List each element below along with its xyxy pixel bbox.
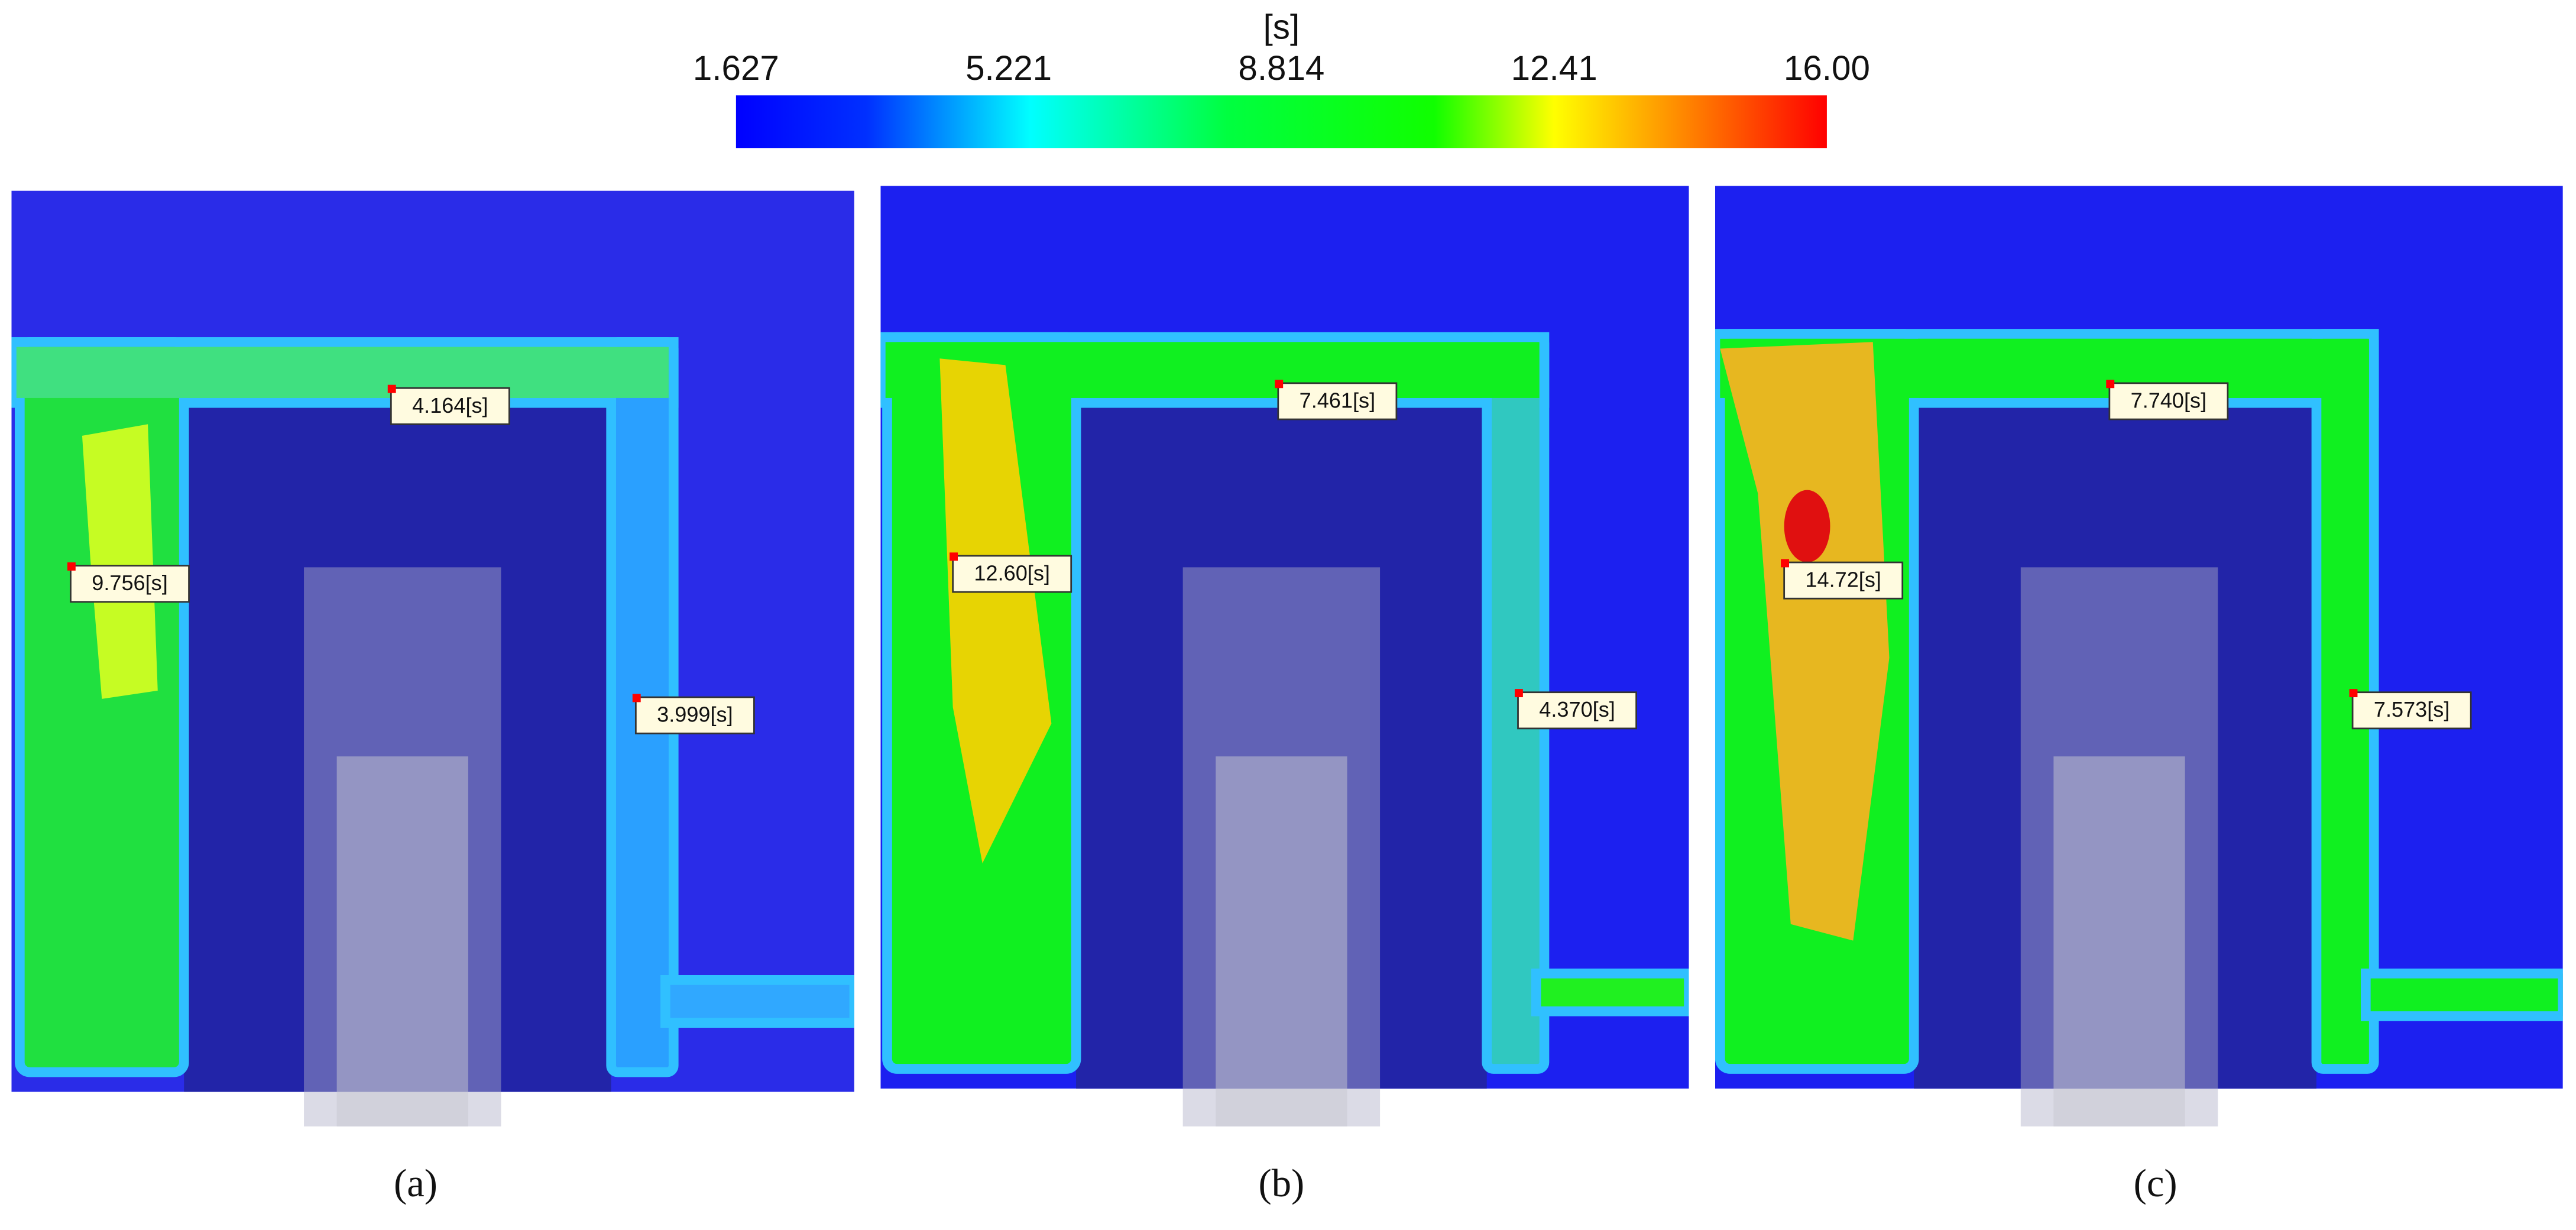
probe-box: [2108, 382, 2229, 420]
arm-channel: [660, 975, 854, 1028]
probe-box: [952, 555, 1072, 593]
probe-box: [1277, 382, 1398, 420]
probe-label: 7.573[s]: [2374, 697, 2449, 721]
arm-channel: [2360, 968, 2563, 1021]
hot-zone: [939, 358, 1052, 863]
panel-caption: (a): [394, 1162, 438, 1205]
panel: [11, 190, 854, 1092]
probe-marker: [2106, 380, 2115, 389]
colorbar-tick: 8.814: [1238, 49, 1324, 88]
top-channel-fill: [16, 347, 669, 398]
cylinder-inner: [2053, 756, 2185, 1127]
probe-marker: [1514, 689, 1523, 698]
cylinder-inner: [1216, 756, 1347, 1127]
cylinder-inner: [336, 756, 468, 1127]
probe-label: 7.740[s]: [2131, 388, 2206, 412]
panel-caption: (c): [2134, 1162, 2178, 1205]
probe-label: 7.461[s]: [1300, 388, 1375, 412]
colorbar-tick: 12.41: [1511, 49, 1598, 88]
colorbar-unit: [s]: [1263, 8, 1300, 46]
probe-box: [70, 565, 190, 603]
probe-box: [2351, 691, 2472, 730]
probe-marker: [950, 552, 958, 561]
hot-zone: [1720, 342, 1890, 941]
probe-marker: [387, 384, 396, 393]
probe-marker: [2349, 689, 2358, 698]
probe-marker: [1781, 559, 1790, 568]
hot-spot: [1784, 490, 1830, 563]
probe-label: 4.164[s]: [412, 393, 488, 417]
colorbar-tick: 16.00: [1784, 49, 1870, 88]
probe-box: [1517, 691, 1637, 730]
probe-box: [390, 387, 510, 425]
probe-box: [1783, 561, 1904, 600]
colorbar-tick: 1.627: [693, 49, 779, 88]
probe-marker: [1275, 380, 1284, 389]
colorbar-tick: 5.221: [965, 49, 1052, 88]
colorbar: [735, 95, 1827, 148]
arm-channel: [1531, 968, 1689, 1017]
hot-zone: [82, 424, 158, 699]
probe-marker: [632, 694, 641, 703]
probe-label: 3.999[s]: [657, 703, 733, 727]
panel: [880, 186, 1689, 1089]
probe-label: 4.370[s]: [1539, 697, 1615, 721]
panel-caption: (b): [1259, 1162, 1305, 1205]
probe-marker: [67, 562, 76, 571]
probe-label: 14.72[s]: [1805, 568, 1881, 592]
probe-label: 12.60[s]: [974, 561, 1049, 585]
probe-label: 9.756[s]: [92, 571, 167, 595]
probe-box: [634, 696, 755, 734]
